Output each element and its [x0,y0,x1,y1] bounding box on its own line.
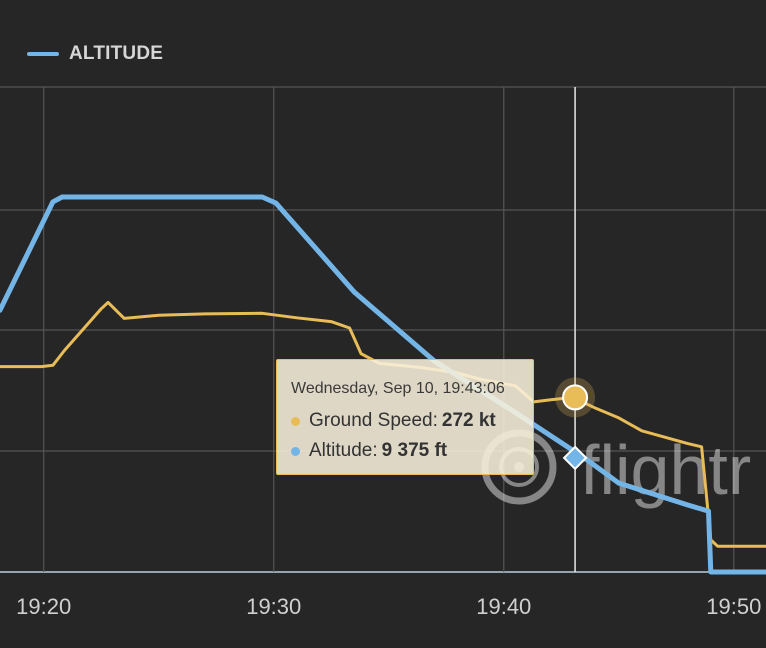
altitude-legend-swatch [27,52,59,56]
tooltip-altitude-value: 9 375 ft [381,440,448,461]
tooltip-altitude-label: Altitude: [309,440,378,461]
hover-markers [555,87,596,572]
ground-speed-marker [562,384,589,411]
x-tick-label-3: 19:50 [706,594,761,619]
tooltip-date: Wednesday, Sep 10, 19:43:06 [291,380,505,397]
tooltip-altitude-row: Altitude: 9 375 ft [291,436,533,466]
x-tick-label-0: 19:20 [16,594,71,619]
tooltip-speed-row: Ground Speed: 272 kt [291,406,533,436]
x-axis: 19:20 19:30 19:40 19:50 [16,594,761,619]
legend[interactable]: ALTITUDE [27,40,163,68]
tooltip-speed-value: 272 kt [441,410,496,431]
legend-label-altitude: ALTITUDE [69,43,164,64]
altitude-dot-icon [291,446,300,456]
altitude-marker [562,445,588,471]
tooltip-speed-label: Ground Speed: [309,410,438,431]
tooltip: Wednesday, Sep 10, 19:43:06 Ground Speed… [276,359,534,475]
ground-speed-dot-icon [291,416,300,426]
x-tick-label-1: 19:30 [246,594,301,619]
x-tick-label-2: 19:40 [476,594,531,619]
